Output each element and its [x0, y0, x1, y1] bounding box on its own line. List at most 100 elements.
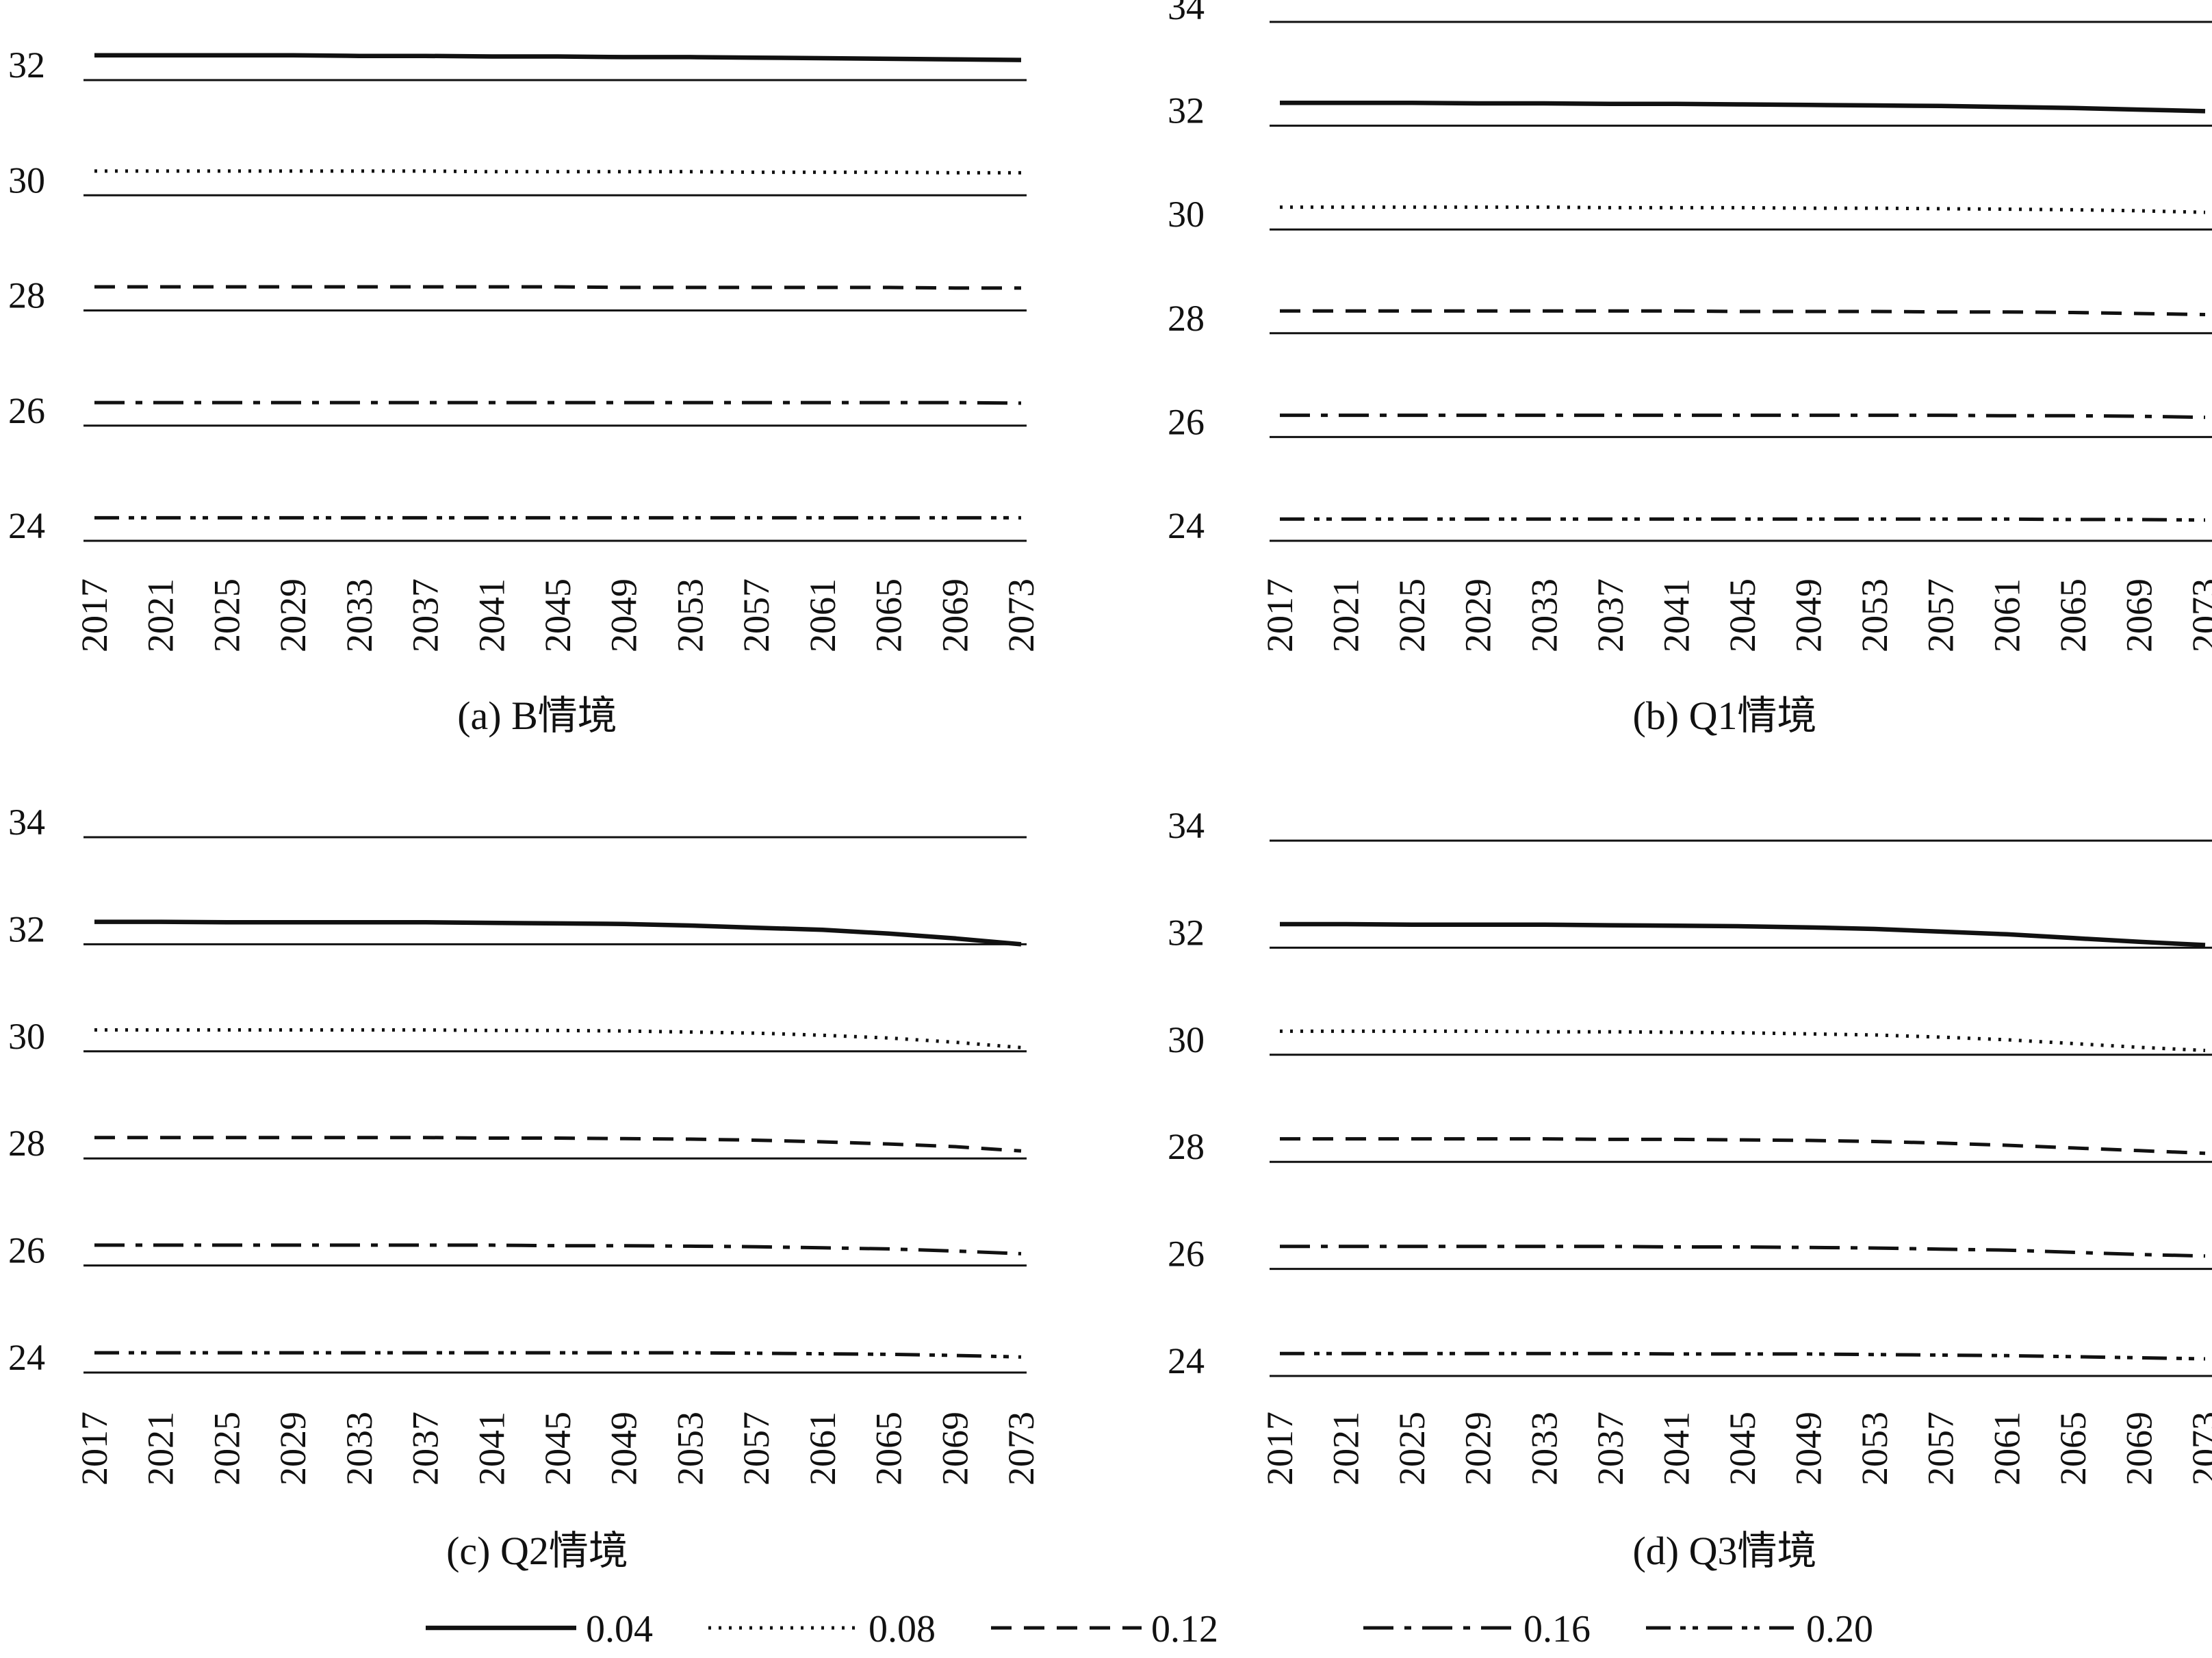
x-tick-label: 2033	[1523, 578, 1565, 652]
x-tick-label: 2057	[1920, 1412, 1962, 1485]
x-tick-label: 2073	[1001, 578, 1042, 652]
x-tick-label: 2017	[1259, 1412, 1300, 1485]
x-tick-label: 2045	[1722, 578, 1763, 652]
y-tick-label: 30	[1168, 194, 1205, 235]
x-tick-label: 2041	[1656, 578, 1697, 652]
x-tick-label: 2045	[1722, 1412, 1763, 1485]
x-tick-label: 2069	[2118, 578, 2159, 652]
x-tick-label: 2033	[1523, 1412, 1565, 1485]
chart-panel-4: 24 26 28 30 32 34 2017 2021 2025 2029 2033 2037 2041…	[1168, 805, 2212, 1573]
x-tick-label: 2037	[405, 578, 446, 652]
y-tick-label: 28	[1168, 298, 1205, 339]
series-line-0.12	[1280, 1137, 2206, 1156]
y-tick-label: 28	[1168, 1126, 1205, 1167]
x-tick-label: 2045	[537, 578, 578, 652]
x-tick-label: 2053	[669, 1412, 710, 1485]
y-tick-label: 30	[8, 160, 45, 201]
y-tick-label: 26	[1168, 401, 1205, 442]
chart-panel-2: 24 26 28 30 32 34 2017 2021 2025 2029 2033 2037 2041…	[1168, 0, 2212, 738]
x-tick-label: 2061	[1986, 1412, 2027, 1485]
x-tick-label: 2037	[405, 1412, 446, 1485]
x-tick-label: 2033	[339, 1412, 380, 1485]
legend-item-0.12: 0.12	[991, 1608, 1218, 1650]
y-tick-label: 30	[8, 1016, 45, 1057]
y-tick-label: 32	[8, 44, 45, 86]
series-line-0.16	[1280, 1245, 2206, 1258]
x-tick-label: 2061	[802, 578, 843, 652]
series-line-0.08	[94, 1028, 1022, 1049]
x-tick-label: 2053	[1854, 578, 1895, 652]
x-tick-label: 2037	[1590, 578, 1631, 652]
series-line-0.12	[94, 1136, 1022, 1153]
legend-item-0.20: 0.20	[1646, 1608, 1873, 1650]
x-tick-label: 2073	[2185, 1412, 2212, 1485]
y-tick-label: 32	[1168, 912, 1205, 953]
x-tick-label: 2049	[604, 1412, 645, 1485]
x-tick-label: 2041	[471, 578, 512, 652]
series-line-0.12	[1280, 309, 2206, 316]
panel-caption: (c) Q2情境	[446, 1529, 628, 1573]
legend-item-0.04: 0.04	[426, 1608, 653, 1650]
x-tick-label: 2025	[1391, 578, 1432, 652]
x-tick-label: 2065	[869, 578, 910, 652]
legend-label: 0.16	[1523, 1608, 1591, 1650]
series-line-0.04	[1280, 921, 2206, 947]
chart-panel-3: 24 26 28 30 32 34 2017 2021 2025 2029 2033 2037 2041…	[8, 802, 1042, 1573]
series-line-0.04	[94, 919, 1022, 947]
x-tick-label: 2053	[1854, 1412, 1895, 1485]
series-line-0.08	[1280, 205, 2206, 214]
x-tick-label: 2057	[736, 578, 777, 652]
x-tick-label: 2073	[1001, 1412, 1042, 1485]
y-tick-label: 28	[8, 1123, 45, 1164]
x-tick-label: 2041	[1656, 1412, 1697, 1485]
legend-label: 0.12	[1151, 1608, 1218, 1650]
legend: 0.04 0.08 0.12 0.16 0.20	[426, 1608, 1873, 1650]
x-tick-label: 2021	[1326, 1412, 1367, 1485]
x-tick-label: 2053	[669, 578, 710, 652]
series-line-0.20	[1280, 1351, 2206, 1361]
x-tick-label: 2017	[74, 1412, 115, 1485]
panel-caption: (b) Q1情境	[1632, 693, 1816, 738]
x-tick-label: 2065	[2053, 578, 2094, 652]
x-tick-label: 2065	[2053, 1412, 2094, 1485]
x-tick-label: 2029	[272, 578, 313, 652]
x-tick-label: 2041	[471, 1412, 512, 1485]
y-tick-label: 28	[8, 275, 45, 316]
y-tick-label: 30	[1168, 1019, 1205, 1060]
y-tick-label: 32	[8, 908, 45, 949]
x-tick-label: 2049	[604, 578, 645, 652]
series-line-0.04	[1280, 100, 2206, 114]
x-tick-label: 2037	[1590, 1412, 1631, 1485]
x-tick-label: 2045	[537, 1412, 578, 1485]
legend-item-0.08: 0.08	[708, 1608, 936, 1650]
x-tick-label: 2021	[1326, 578, 1367, 652]
y-tick-label: 26	[1168, 1234, 1205, 1275]
y-tick-label: 24	[8, 505, 45, 546]
y-tick-label: 26	[8, 390, 45, 431]
x-tick-label: 2021	[140, 578, 181, 652]
y-tick-label: 24	[8, 1337, 45, 1378]
x-tick-label: 2073	[2185, 578, 2212, 652]
panel-caption: (a) B情境	[457, 693, 617, 738]
x-tick-label: 2025	[206, 1412, 247, 1485]
x-tick-label: 2033	[339, 578, 380, 652]
x-tick-label: 2029	[272, 1412, 313, 1485]
x-tick-label: 2061	[1986, 578, 2027, 652]
series-line-0.04	[94, 53, 1022, 62]
legend-label: 0.04	[586, 1608, 653, 1650]
y-tick-label: 26	[8, 1230, 45, 1271]
legend-label: 0.20	[1806, 1608, 1873, 1650]
x-tick-label: 2049	[1788, 1412, 1829, 1485]
x-tick-label: 2065	[869, 1412, 910, 1485]
legend-item-0.16: 0.16	[1363, 1608, 1591, 1650]
series-line-0.20	[94, 1351, 1022, 1359]
chart-panel-1: 24 26 28 30 32 2017 2021 2025 2029 2033 2037 2041 20…	[8, 44, 1042, 738]
y-tick-label: 24	[1168, 505, 1205, 546]
x-tick-label: 2069	[2118, 1412, 2159, 1485]
series-line-0.16	[94, 1243, 1022, 1255]
x-tick-label: 2021	[140, 1412, 181, 1485]
x-tick-label: 2017	[74, 578, 115, 652]
y-tick-label: 32	[1168, 90, 1205, 131]
x-tick-label: 2025	[1391, 1412, 1432, 1485]
